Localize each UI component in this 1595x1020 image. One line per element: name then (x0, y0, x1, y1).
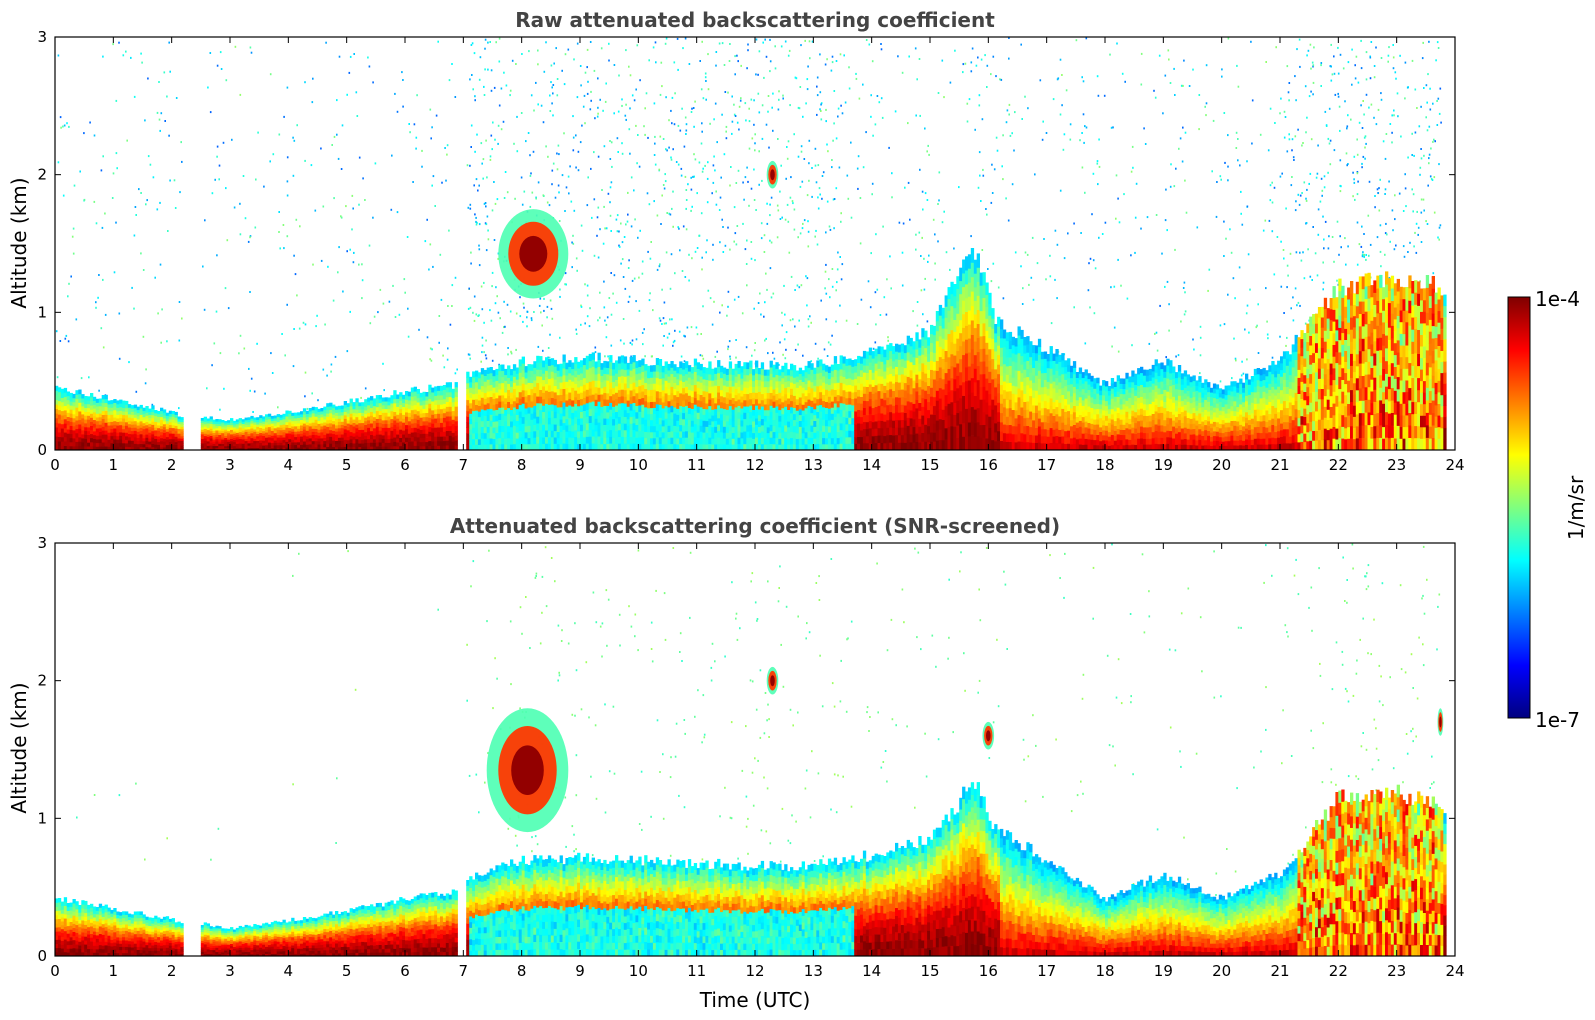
snr-noise-speckle (76, 543, 1441, 896)
snr-x-tick-label-19: 19 (1154, 962, 1173, 980)
snr-feature-0 (486, 708, 569, 833)
snr-x-tick-label-4: 4 (284, 962, 294, 980)
raw-x-tick-label-9: 9 (575, 456, 585, 474)
snr-y-tick-label-2: 2 (37, 672, 47, 690)
raw-x-tick-label-12: 12 (745, 456, 764, 474)
snr-x-tick-label-6: 6 (400, 962, 410, 980)
snr-boundary-layer (55, 782, 1447, 956)
raw-x-axis: 0 1 2 3 4 5 6 7 8 9 10 11 12 13 14 15 16 17 18 19 20 21 22 23 24 (50, 37, 1465, 474)
snr-x-tick-label-2: 2 (167, 962, 177, 980)
snr-x-tick-label-5: 5 (342, 962, 352, 980)
raw-feature-1 (766, 160, 779, 189)
snr-x-tick-label-13: 13 (804, 962, 823, 980)
colorbar-min-label: 1e-7 (1535, 708, 1580, 732)
raw-x-tick-label-0: 0 (50, 456, 60, 474)
raw-x-tick-label-3: 3 (225, 456, 235, 474)
colorbar: 1e-4 1e-7 1/m/sr (1507, 287, 1588, 732)
snr-x-axis: 0 1 2 3 4 5 6 7 8 9 10 11 12 13 14 15 16 17 18 19 20 21 22 23 24 (50, 543, 1465, 980)
raw-noise-speckle (55, 37, 1442, 413)
raw-y-tick-label-0: 0 (37, 441, 47, 459)
snr-x-tick-label-8: 8 (517, 962, 527, 980)
raw-x-tick-label-2: 2 (167, 456, 177, 474)
raw-x-tick-label-5: 5 (342, 456, 352, 474)
snr-backscatter-panel: Attenuated backscattering coefficient (S… (7, 514, 1465, 1012)
snr-x-tick-label-10: 10 (629, 962, 648, 980)
snr-y-tick-label-0: 0 (37, 947, 47, 965)
snr-x-tick-label-22: 22 (1329, 962, 1348, 980)
snr-x-tick-label-1: 1 (109, 962, 119, 980)
snr-x-tick-label-12: 12 (745, 962, 764, 980)
snr-x-tick-label-16: 16 (979, 962, 998, 980)
raw-x-tick-label-19: 19 (1154, 456, 1173, 474)
raw-x-tick-label-13: 13 (804, 456, 823, 474)
snr-y-axis-label: Altitude (km) (7, 682, 31, 813)
snr-feature-2 (982, 721, 995, 750)
snr-x-tick-label-7: 7 (459, 962, 469, 980)
raw-x-tick-label-24: 24 (1445, 456, 1464, 474)
raw-x-tick-label-10: 10 (629, 456, 648, 474)
snr-heatmap (55, 543, 1447, 956)
snr-y-tick-label-3: 3 (37, 534, 47, 552)
snr-x-tick-label-17: 17 (1037, 962, 1056, 980)
raw-x-tick-label-14: 14 (862, 456, 881, 474)
raw-x-tick-label-22: 22 (1329, 456, 1348, 474)
raw-y-axis: 0 1 2 3 (37, 28, 1455, 459)
snr-x-tick-label-11: 11 (687, 962, 706, 980)
snr-x-tick-label-23: 23 (1387, 962, 1406, 980)
raw-x-tick-label-6: 6 (400, 456, 410, 474)
colorbar-units-label: 1/m/sr (1564, 475, 1588, 540)
snr-feature-1 (766, 666, 779, 695)
snr-feature-3 (1437, 708, 1444, 736)
raw-x-tick-label-7: 7 (459, 456, 469, 474)
raw-x-tick-label-17: 17 (1037, 456, 1056, 474)
raw-x-tick-label-21: 21 (1270, 456, 1289, 474)
raw-panel-title: Raw attenuated backscattering coefficien… (515, 8, 995, 32)
colorbar-gradient (1507, 296, 1531, 719)
colorbar-max-label: 1e-4 (1535, 287, 1580, 311)
snr-x-tick-label-0: 0 (50, 962, 60, 980)
snr-y-tick-label-1: 1 (37, 809, 47, 827)
raw-heatmap (55, 37, 1447, 450)
raw-y-axis-label: Altitude (km) (7, 177, 31, 308)
raw-x-tick-label-15: 15 (920, 456, 939, 474)
snr-x-tick-label-15: 15 (920, 962, 939, 980)
raw-x-tick-label-23: 23 (1387, 456, 1406, 474)
snr-x-tick-label-14: 14 (862, 962, 881, 980)
snr-x-tick-label-9: 9 (575, 962, 585, 980)
snr-y-axis: 0 1 2 3 (37, 534, 1455, 965)
snr-x-tick-label-20: 20 (1212, 962, 1231, 980)
raw-x-tick-label-18: 18 (1095, 456, 1114, 474)
raw-x-tick-label-11: 11 (687, 456, 706, 474)
raw-y-tick-label-2: 2 (37, 166, 47, 184)
snr-x-tick-label-3: 3 (225, 962, 235, 980)
snr-x-tick-label-18: 18 (1095, 962, 1114, 980)
snr-x-tick-label-21: 21 (1270, 962, 1289, 980)
snr-x-tick-label-24: 24 (1445, 962, 1464, 980)
raw-y-tick-label-3: 3 (37, 28, 47, 46)
raw-x-tick-label-4: 4 (284, 456, 294, 474)
time-axis-label: Time (UTC) (699, 988, 811, 1012)
raw-x-tick-label-16: 16 (979, 456, 998, 474)
raw-x-tick-label-1: 1 (109, 456, 119, 474)
raw-backscatter-panel: Raw attenuated backscattering coefficien… (7, 8, 1465, 474)
raw-feature-0 (498, 209, 569, 299)
raw-x-tick-label-8: 8 (517, 456, 527, 474)
raw-y-tick-label-1: 1 (37, 303, 47, 321)
raw-x-tick-label-20: 20 (1212, 456, 1231, 474)
raw-boundary-layer (55, 248, 1447, 450)
snr-panel-title: Attenuated backscattering coefficient (S… (450, 514, 1060, 538)
